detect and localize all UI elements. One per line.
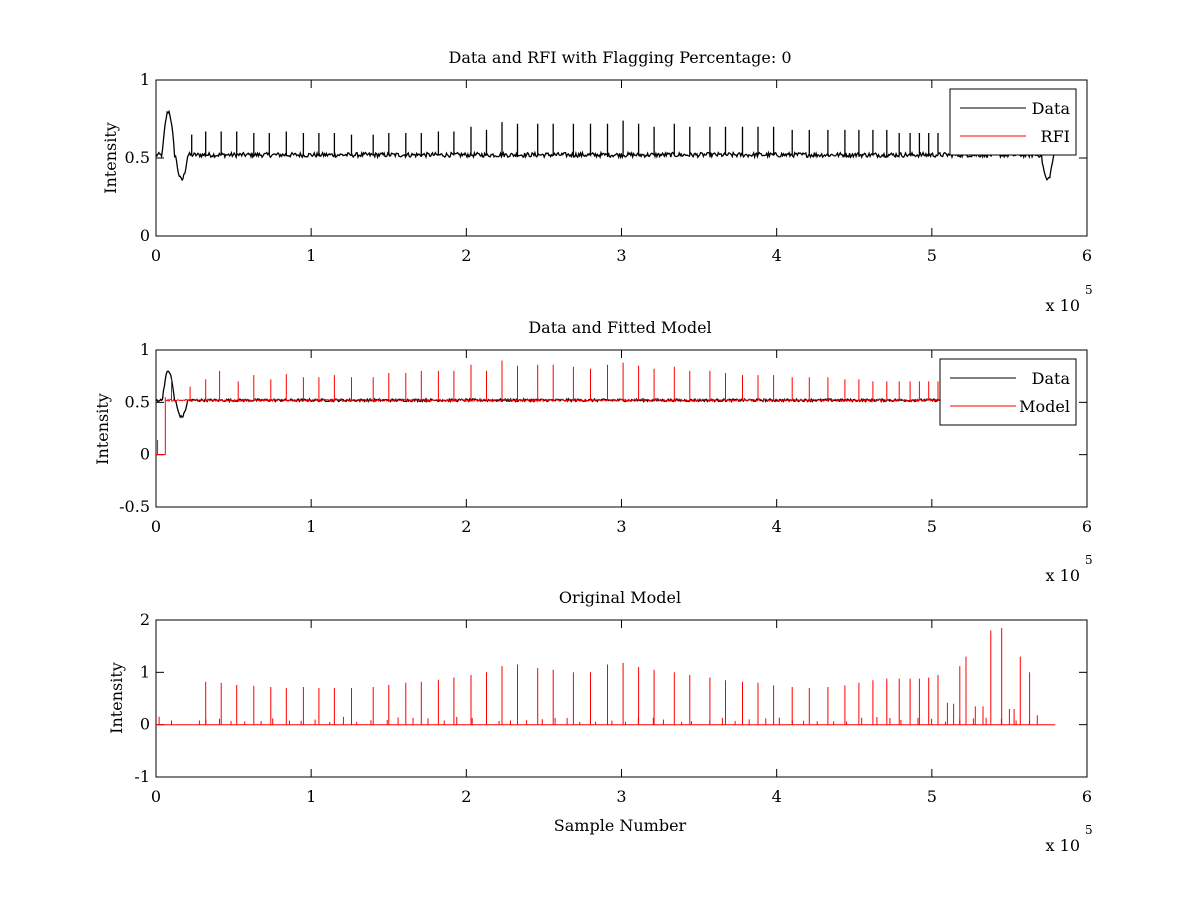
x-tick-label: 0 [151, 246, 161, 265]
y-tick-label: 2 [140, 610, 150, 629]
y-tick-label: 0.5 [125, 392, 150, 411]
legend: Data RFI [949, 88, 1077, 156]
x-tick-label: 1 [306, 246, 316, 265]
series-original-model-line [156, 627, 1056, 726]
y-tick-label: 0 [140, 445, 150, 464]
y-tick-label: -0.5 [119, 497, 150, 516]
x-axis-label: Sample Number [554, 816, 687, 835]
series-model-start [156, 400, 166, 456]
x-tick-label: 4 [772, 517, 782, 536]
x-tick-label: 6 [1082, 246, 1092, 265]
x-tick-label: 1 [306, 787, 316, 806]
panel-fitted-model: Data and Fitted Model Intensity 0 1 2 3 4 5 6 -… [93, 318, 1093, 585]
x-exponent-label: x 10 [1046, 296, 1080, 315]
x-exponent-power: 5 [1085, 823, 1093, 837]
y-tick-label: 1 [140, 340, 150, 359]
legend-label: Data [1032, 99, 1071, 118]
x-tick-label: 2 [461, 246, 471, 265]
x-tick-label: 1 [306, 517, 316, 536]
x-tick-label: 4 [772, 787, 782, 806]
x-tick-label: 5 [927, 246, 937, 265]
series-model-line [164, 360, 1056, 403]
chart-title: Original Model [559, 588, 681, 607]
y-tick-label: -1 [134, 767, 150, 786]
x-exponent-label: x 10 [1046, 836, 1080, 855]
x-tick-label: 2 [461, 787, 471, 806]
x-tick-label: 5 [927, 787, 937, 806]
x-tick-label: 6 [1082, 787, 1092, 806]
legend-label: Model [1019, 397, 1070, 416]
x-tick-label: 3 [616, 246, 626, 265]
x-tick-label: 0 [151, 517, 161, 536]
x-tick-label: 6 [1082, 517, 1092, 536]
legend-box [949, 88, 1077, 156]
y-tick-label: 0.5 [125, 148, 150, 167]
panel-rfi: Data and RFI with Flagging Percentage: 0… [101, 48, 1093, 315]
y-tick-label: 0 [140, 226, 150, 245]
y-tick-label: 1 [140, 70, 150, 89]
x-exponent-power: 5 [1085, 283, 1093, 297]
chart-title: Data and Fitted Model [528, 318, 711, 337]
y-axis-label: Intensity [93, 393, 112, 465]
y-axis-label: Intensity [107, 662, 126, 734]
x-tick-label: 3 [616, 787, 626, 806]
series-data-line [155, 109, 1056, 182]
x-tick-label: 5 [927, 517, 937, 536]
legend-label: Data [1032, 369, 1071, 388]
legend: Data Model [939, 358, 1077, 426]
x-tick-label: 2 [461, 517, 471, 536]
x-exponent-power: 5 [1085, 553, 1093, 567]
y-tick-label: 0 [140, 715, 150, 734]
chart-title: Data and RFI with Flagging Percentage: 0 [448, 48, 791, 67]
x-tick-label: 4 [772, 246, 782, 265]
x-tick-label: 3 [616, 517, 626, 536]
x-exponent-label: x 10 [1046, 566, 1080, 585]
y-axis-label: Intensity [101, 122, 120, 194]
legend-box [939, 358, 1077, 426]
legend-label: RFI [1041, 127, 1070, 146]
y-tick-label: 1 [140, 662, 150, 681]
x-tick-label: 0 [151, 787, 161, 806]
series-data-line [155, 370, 1056, 419]
